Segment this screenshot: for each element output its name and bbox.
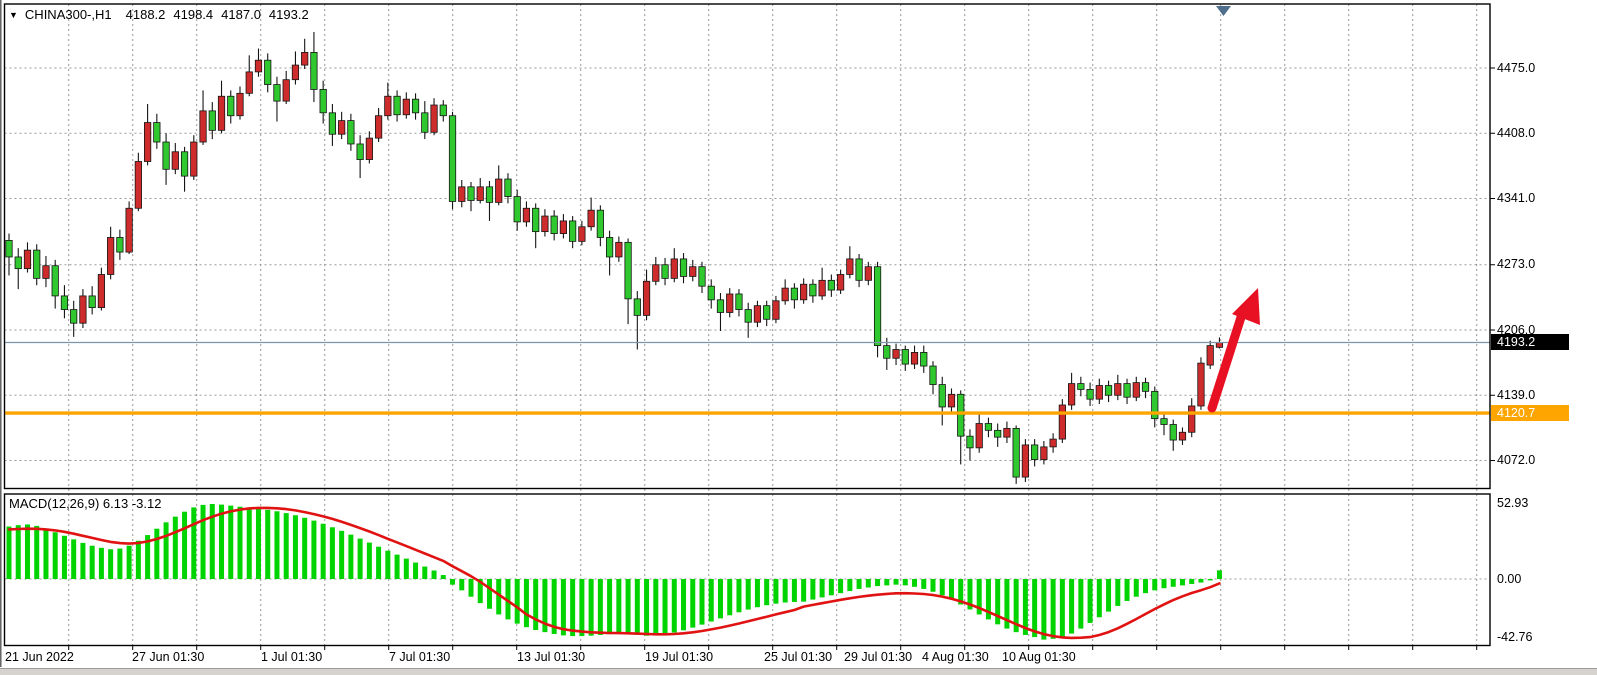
symbol-dropdown-icon[interactable]: ▼ [9,9,18,20]
price-axis-label: 4206.0 [1497,322,1536,337]
macd-axis-label: 52.93 [1497,496,1529,511]
time-axis-label: 1 Jul 01:30 [261,650,323,664]
up-trend-arrow [1207,288,1260,413]
time-axis-label: 13 Jul 01:30 [517,650,586,664]
time-axis-label: 7 Jul 01:30 [389,650,451,664]
ohlc-open: 4188.2 [125,7,166,22]
symbol-period-label: CHINA300-,H1 [24,7,112,22]
macd-histogram [6,503,1222,640]
time-axis-label: 25 Jul 01:30 [764,650,833,664]
chart-title: ▼ CHINA300-,H1 4188.2 4198.4 4187.0 4193… [9,7,317,22]
hline-price-tag: 4120.7 [1491,405,1569,422]
price-axis-label: 4273.0 [1497,257,1536,272]
macd-axis-label: 0.00 [1497,571,1522,586]
current-price-tag: 4193.2 [1491,334,1569,351]
time-axis-label: 27 Jun 01:30 [132,650,205,664]
candlestick-series [5,31,1224,484]
panel-borders [0,0,1491,667]
gridlines [4,4,1495,650]
overlay-lines [4,341,1490,415]
last-bar-marker-icon [1216,6,1231,16]
price-axis-label: 4341.0 [1497,191,1536,206]
price-axis-label: 4475.0 [1497,60,1536,75]
bottom-scrollbar-strip[interactable] [0,668,1597,675]
macd-axis-label: -42.76 [1497,629,1533,644]
price-axis-label: 4139.0 [1497,387,1536,402]
price-axis-label: 4408.0 [1497,125,1536,140]
time-axis-label: 21 Jun 2022 [5,650,74,664]
macd-signal-line [7,506,1221,640]
time-axis-label: 29 Jul 01:30 [844,650,913,664]
ohlc-close: 4193.2 [268,7,309,22]
ohlc-low: 4187.0 [221,7,261,22]
time-axis-label: 10 Aug 01:30 [1002,650,1076,664]
macd-indicator-label: MACD(12,26,9) 6.13 -3.12 [9,496,162,511]
ohlc-high: 4198.4 [173,7,214,22]
price-axis-label: 4072.0 [1497,453,1536,468]
time-axis-label: 19 Jul 01:30 [645,650,714,664]
time-axis-label: 4 Aug 01:30 [922,650,989,664]
